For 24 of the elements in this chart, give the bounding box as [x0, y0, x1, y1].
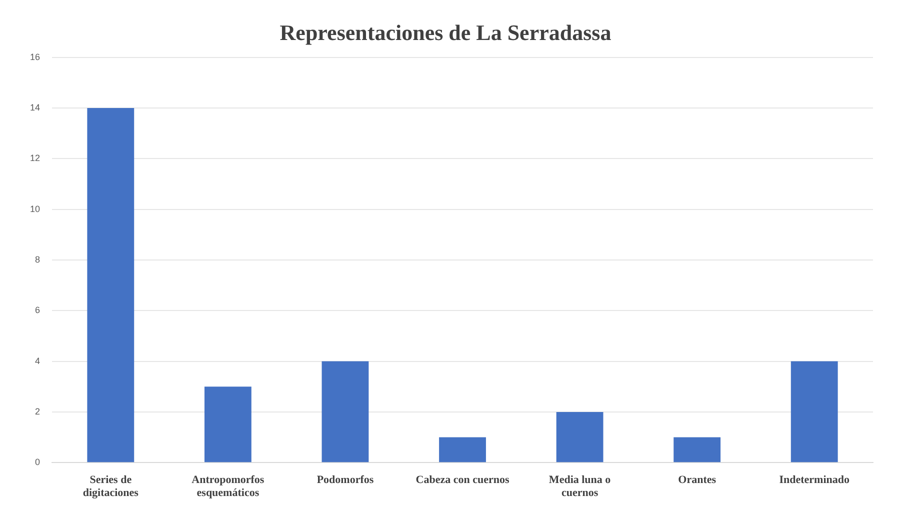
y-tick-label: 2 — [34, 406, 40, 416]
y-tick-label: 14 — [30, 102, 40, 113]
y-tick-label: 10 — [30, 204, 40, 214]
bar — [674, 437, 721, 462]
x-tick-label: Indeterminado — [779, 474, 850, 486]
bar — [322, 361, 369, 462]
y-tick-label: 4 — [34, 356, 40, 366]
bar — [790, 361, 838, 462]
bar — [87, 108, 134, 462]
x-tick-label: Antropomorfos esquemáticos — [192, 474, 265, 500]
bar — [204, 386, 252, 462]
x-tick-label: Series de digitaciones — [82, 474, 140, 500]
y-tick-label: 0 — [34, 457, 40, 468]
y-tick-label: 16 — [30, 52, 40, 62]
x-tick-label: Podomorfos — [316, 474, 374, 486]
bar — [439, 437, 486, 462]
y-tick-label: 8 — [34, 254, 40, 264]
y-tick-label: 6 — [34, 305, 40, 316]
chart-title: Representaciones de La Serradassa — [280, 20, 612, 45]
x-tick-label: Cabeza con cuernos — [416, 474, 510, 486]
y-tick-label: 12 — [30, 153, 40, 164]
x-tick-label: Media luna o cuernos — [548, 474, 612, 500]
x-tick-label: Orantes — [678, 474, 717, 486]
bar — [556, 412, 604, 462]
